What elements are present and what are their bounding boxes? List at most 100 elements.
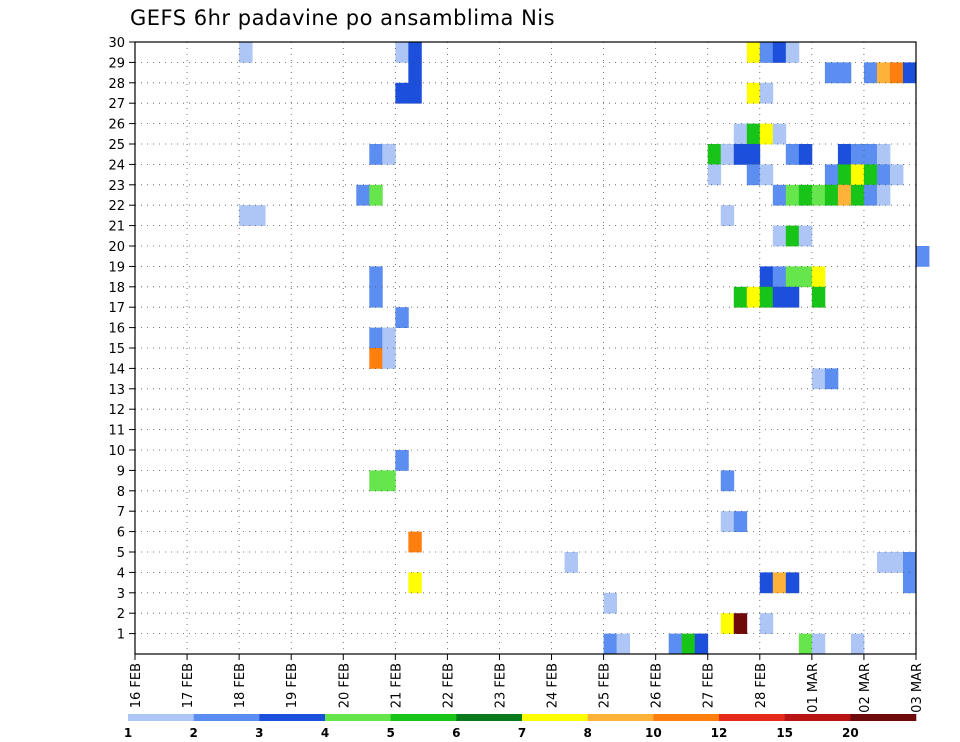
heatmap-cell [720, 205, 735, 226]
heatmap-cell [382, 348, 396, 369]
heatmap-cell [616, 633, 631, 655]
heatmap-cell [603, 633, 618, 655]
heatmap-cell [824, 368, 839, 390]
x-tick-label: 24 FEB [546, 663, 561, 708]
heatmap-cell [902, 572, 917, 594]
y-tick-label: 7 [117, 505, 125, 520]
y-tick-label: 16 [108, 322, 125, 337]
heatmap-cell [889, 552, 904, 573]
heatmap-cell [759, 266, 774, 288]
heatmap-cell [694, 633, 709, 655]
heatmap-cell [720, 613, 735, 634]
y-tick-label: 15 [108, 342, 125, 357]
heatmap-cell [733, 144, 748, 165]
x-tick-label: 22 FEB [441, 663, 456, 708]
y-tick-label: 2 [117, 607, 125, 622]
legend-label: 20 [842, 726, 859, 740]
heatmap-cell [785, 144, 800, 165]
heatmap-cell [889, 62, 904, 84]
heatmap-cell [746, 82, 761, 104]
legend-label: 10 [645, 726, 662, 740]
x-tick-label: 27 FEB [702, 663, 717, 708]
heatmap-cell [668, 633, 683, 655]
heatmap-cell [876, 62, 891, 84]
heatmap-cell [759, 42, 774, 63]
heatmap-cell [772, 266, 787, 288]
heatmap-cell [252, 205, 266, 226]
heatmap-cell [785, 286, 800, 308]
heatmap-cell [772, 286, 787, 308]
y-tick-label: 1 [117, 628, 125, 643]
heatmap-cell [902, 62, 917, 84]
heatmap-cell [785, 225, 800, 247]
grid-lines [135, 41, 917, 654]
heatmap-cell [382, 470, 396, 492]
chart-title: GEFS 6hr padavine po ansamblima Nis [130, 6, 556, 30]
y-tick-label: 12 [108, 403, 125, 418]
heatmap-cell [863, 184, 878, 206]
heatmap-cell [850, 184, 865, 206]
heatmap-cell [759, 123, 774, 145]
heatmap-cell [876, 552, 891, 573]
y-tick-label: 26 [108, 118, 125, 133]
heatmap-cell [824, 62, 839, 84]
x-tick-label: 01 MAR [806, 663, 821, 713]
heatmap-cell [759, 286, 774, 308]
x-tick-label: 28 FEB [754, 663, 769, 708]
heatmap-cell [746, 286, 761, 308]
y-tick-label: 29 [108, 56, 125, 71]
heatmap-cell [798, 266, 813, 288]
heatmap-cell [369, 470, 383, 492]
heatmap-cell [733, 511, 748, 532]
heatmap-cell [811, 368, 826, 390]
legend-label: 12 [711, 726, 728, 740]
heatmap-cell [759, 82, 774, 104]
heatmap-cell [239, 42, 253, 63]
legend-swatch [456, 714, 523, 721]
heatmap-cell [785, 266, 800, 288]
y-tick-label: 18 [108, 281, 125, 296]
y-tick-label: 20 [108, 240, 125, 255]
heatmap-cell [863, 62, 878, 84]
y-tick-label: 13 [108, 383, 125, 398]
legend-swatch [587, 714, 654, 721]
heatmap-cell [746, 164, 761, 186]
heatmap-cell [772, 42, 787, 63]
legend-label: 3 [255, 726, 263, 740]
x-tick-label: 16 FEB [129, 663, 144, 708]
heatmap-cell [902, 552, 917, 573]
x-tick-label: 19 FEB [285, 663, 300, 708]
heatmap-cell [798, 144, 813, 165]
legend-swatch [850, 714, 917, 721]
heatmap-cell [811, 184, 826, 206]
y-tick-label: 19 [108, 260, 125, 275]
legend-label: 15 [776, 726, 793, 740]
x-tick-label: 02 MAR [858, 663, 873, 713]
heatmap-cell [681, 633, 696, 655]
heatmap-cell [759, 164, 774, 186]
heatmap-cell [785, 572, 800, 594]
x-tick-label: 17 FEB [181, 663, 196, 708]
heatmap-cell [369, 327, 383, 349]
legend-label: 1 [124, 726, 132, 740]
heatmap-cell [564, 552, 578, 573]
legend-swatch [390, 714, 457, 721]
legend-swatch [259, 714, 326, 721]
heatmap-cell [369, 348, 383, 369]
heatmap-cell [382, 144, 396, 165]
heatmap-cell [369, 286, 383, 308]
heatmap-cell [850, 633, 865, 655]
legend-label: 4 [321, 726, 329, 740]
heatmap-cell [707, 144, 722, 165]
heatmap-cell [876, 184, 891, 206]
x-tick-label: 25 FEB [598, 663, 613, 708]
y-tick-label: 14 [108, 362, 125, 377]
heatmap-cell [811, 633, 826, 655]
heatmap-cell [733, 123, 748, 145]
y-tick-label: 6 [117, 526, 125, 541]
heatmap-cell [798, 225, 813, 247]
y-tick-label: 22 [108, 199, 125, 214]
heatmap-cell [408, 62, 422, 84]
y-tick-label: 8 [117, 485, 125, 500]
legend-swatch [193, 714, 260, 721]
